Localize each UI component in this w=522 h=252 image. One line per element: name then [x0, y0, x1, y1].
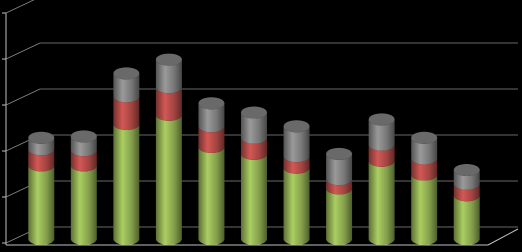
- cylinder-segment: [368, 160, 395, 246]
- cylinder-segment: [113, 124, 140, 245]
- cylinder-top: [326, 147, 353, 160]
- floor-edge: [487, 228, 519, 246]
- cylinder-segment: [411, 174, 438, 246]
- cylinder-segment: [155, 114, 182, 246]
- cylinder-top: [453, 164, 480, 176]
- cylinder-segment: [113, 73, 140, 103]
- cylinder-top: [28, 131, 55, 144]
- cylinder-segment: [28, 137, 55, 156]
- cylinder-top: [241, 106, 267, 119]
- cylinder-segment: [198, 103, 225, 133]
- cylinder-top: [155, 53, 182, 66]
- cylinder-segment: [283, 167, 310, 246]
- cylinder-segment: [411, 158, 438, 181]
- cylinder-segment: [70, 165, 97, 246]
- cylinder-segment: [198, 147, 225, 246]
- cylinder-top: [70, 130, 97, 143]
- cylinder-segment: [198, 126, 225, 153]
- cylinder-top: [368, 113, 395, 126]
- cylinder-segment: [283, 156, 310, 174]
- cylinder-segment: [326, 153, 353, 186]
- grid-line: [5, 42, 41, 60]
- cylinder-segment: [368, 119, 395, 151]
- cylinder-segment: [113, 96, 140, 130]
- cylinder-segment: [155, 87, 182, 121]
- cylinder-segment: [28, 149, 55, 172]
- cylinder-segment: [453, 170, 480, 190]
- cylinder-top: [198, 97, 225, 110]
- cylinder-top: [113, 67, 140, 80]
- cylinder-segment: [326, 179, 353, 195]
- cylinder-segment: [28, 165, 55, 246]
- cylinder-segment: [283, 126, 310, 163]
- cylinder-segment: [70, 136, 97, 157]
- grid-line: [5, 88, 41, 106]
- cylinder-segment: [368, 144, 395, 167]
- cylinder-segment: [453, 195, 480, 246]
- cylinder-segment: [241, 137, 267, 160]
- cylinder-top: [283, 120, 310, 133]
- cylinder-segment: [411, 137, 438, 165]
- grid-line: [5, 0, 35, 14]
- cylinder-segment: [155, 59, 182, 94]
- cylinder-segment: [241, 153, 267, 245]
- cylinder-segment: [453, 183, 480, 202]
- cylinder-segment: [70, 150, 97, 172]
- cylinder-segment: [241, 112, 267, 144]
- cylinder-segment: [326, 188, 353, 246]
- cylinder-top: [411, 131, 438, 144]
